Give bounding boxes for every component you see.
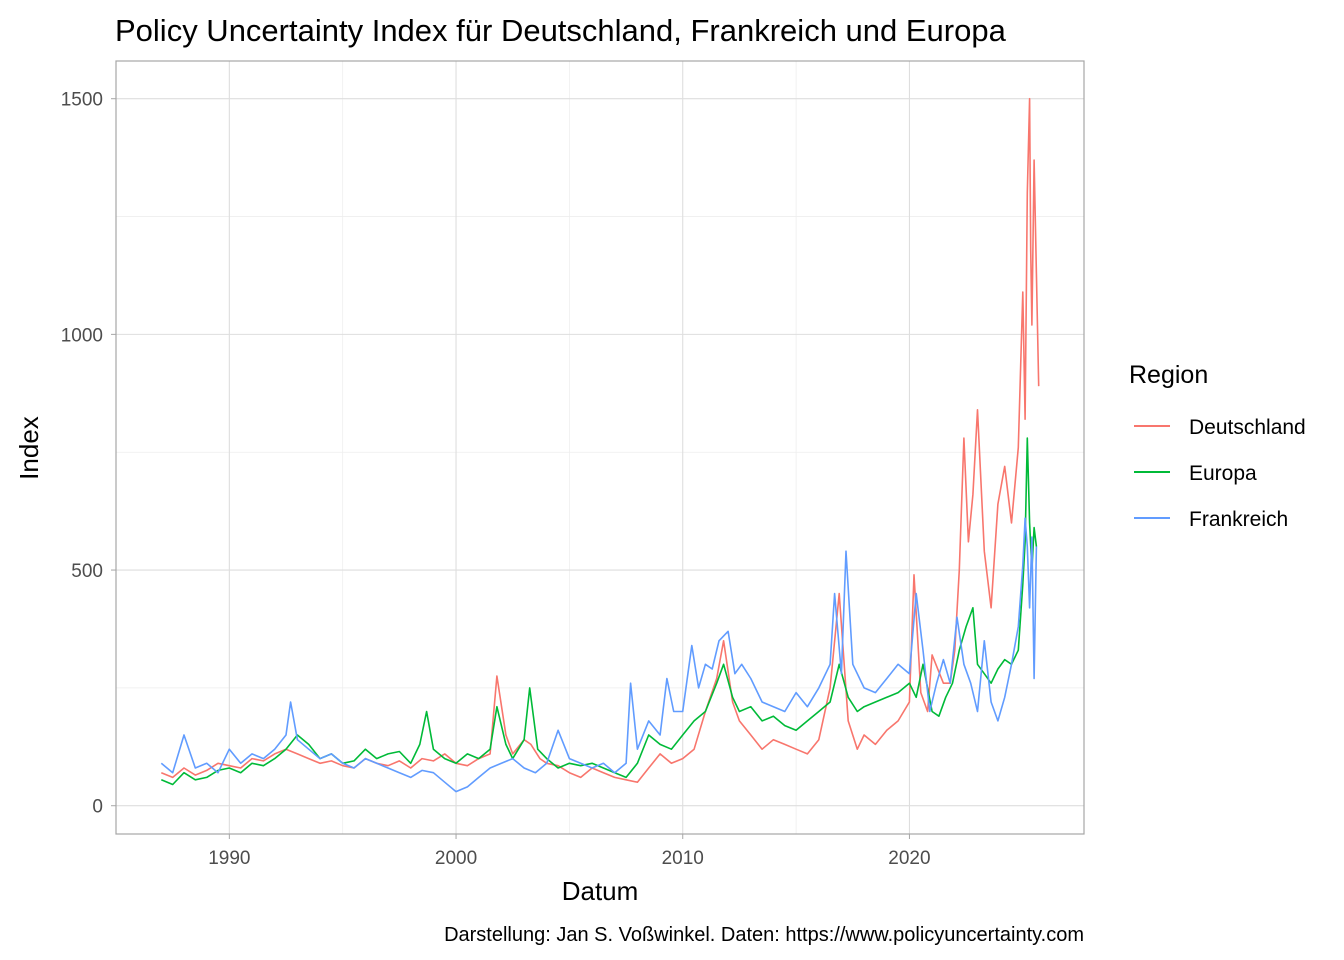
y-axis-ticks: 0 500 1000 1500: [61, 90, 116, 818]
y-tick-label: 1500: [61, 90, 103, 111]
legend: Region Deutschland Europa Frankreich: [1129, 361, 1306, 531]
legend-label-deutschland: Deutschland: [1189, 416, 1306, 439]
plot-panel: [115, 60, 1085, 835]
legend-label-frankreich: Frankreich: [1189, 508, 1288, 531]
x-axis-title: Datum: [562, 876, 639, 906]
major-y-gridlines: [116, 98, 1084, 807]
x-tick-label: 1990: [208, 848, 250, 869]
y-axis-title: Index: [14, 416, 44, 480]
y-tick-label: 500: [71, 561, 103, 582]
chart-caption: Darstellung: Jan S. Voßwinkel. Daten: ht…: [444, 924, 1084, 946]
panel-border: [115, 60, 1085, 835]
series-line-frankreich: [160, 517, 1038, 793]
series-line-deutschland: [160, 97, 1040, 784]
series-layer: [160, 97, 1040, 793]
legend-items: Deutschland Europa Frankreich: [1134, 416, 1306, 531]
chart-title: Policy Uncertainty Index für Deutschland…: [115, 13, 1007, 48]
minor-x-gridlines: [342, 61, 797, 834]
x-axis-ticks: 1990 2000 2010 2020: [208, 834, 931, 869]
legend-label-europa: Europa: [1189, 462, 1257, 485]
y-tick-label: 0: [92, 797, 103, 818]
x-tick-label: 2010: [662, 848, 704, 869]
x-tick-label: 2020: [888, 848, 930, 869]
legend-title: Region: [1129, 361, 1208, 389]
x-tick-label: 2000: [435, 848, 477, 869]
y-tick-label: 1000: [61, 325, 103, 346]
series-line-europa: [160, 437, 1038, 786]
minor-y-gridlines: [116, 216, 1084, 689]
major-x-gridlines: [228, 61, 910, 834]
